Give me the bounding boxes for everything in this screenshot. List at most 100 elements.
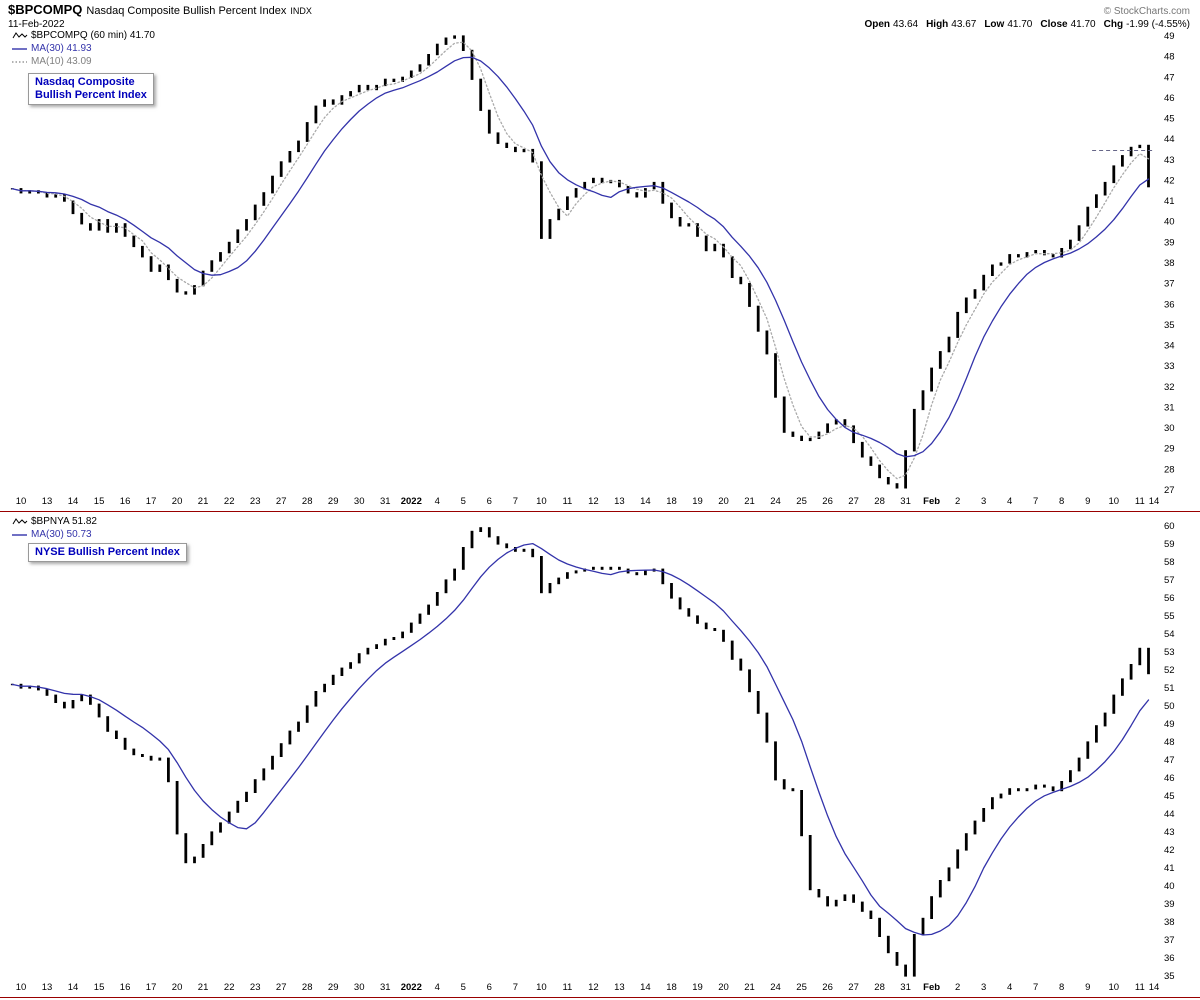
price-bar bbox=[895, 483, 899, 489]
legend-item: MA(10) 43.09 bbox=[12, 55, 155, 68]
y-axis-label: 48 bbox=[1164, 737, 1175, 748]
price-bar bbox=[349, 91, 352, 97]
x-axis-label: 25 bbox=[796, 982, 807, 993]
price-bar bbox=[1008, 788, 1012, 795]
price-bar bbox=[1112, 694, 1116, 714]
price-bar bbox=[930, 367, 933, 392]
y-axis-label: 55 bbox=[1164, 611, 1175, 622]
price-bar bbox=[184, 833, 188, 864]
x-axis-label: 22 bbox=[224, 496, 235, 507]
price-bar bbox=[1095, 725, 1098, 743]
price-bar bbox=[973, 820, 977, 835]
price-bar bbox=[80, 694, 84, 702]
copyright: © StockCharts.com bbox=[1103, 6, 1190, 17]
x-axis-label: 21 bbox=[744, 496, 755, 507]
y-axis-label: 45 bbox=[1164, 114, 1175, 125]
x-axis-label: 7 bbox=[1033, 982, 1038, 993]
y-axis-label: 40 bbox=[1164, 881, 1175, 892]
header-quote-row: 11-Feb-2022 Open 43.64 High 43.67 Low 41.70 Cl… bbox=[8, 18, 1190, 31]
quote-label: Low bbox=[984, 19, 1005, 30]
y-axis-label: 28 bbox=[1164, 464, 1175, 475]
price-bar bbox=[921, 917, 925, 936]
x-axis-label: 28 bbox=[302, 496, 313, 507]
price-bar bbox=[904, 964, 907, 977]
legend-label: $BPCOMPQ (60 min) 41.70 bbox=[31, 30, 155, 41]
x-axis-label: 9 bbox=[1085, 982, 1090, 993]
exchange-label: INDX bbox=[290, 6, 312, 16]
y-axis-label: 46 bbox=[1164, 773, 1175, 784]
price-bar bbox=[409, 622, 413, 633]
x-axis-label: 10 bbox=[536, 982, 547, 993]
price-bar bbox=[418, 64, 422, 72]
price-bar bbox=[1129, 664, 1133, 680]
price-bar bbox=[730, 640, 734, 660]
price-bar bbox=[487, 109, 491, 134]
bpnya-legend: $BPNYA 51.82 MA(30) 50.73 bbox=[12, 515, 97, 541]
price-bar bbox=[288, 730, 292, 745]
x-axis-label: 3 bbox=[981, 982, 986, 993]
y-axis-label: 30 bbox=[1164, 423, 1175, 434]
price-bar bbox=[774, 353, 777, 398]
price-bar bbox=[435, 592, 439, 606]
y-axis-label: 52 bbox=[1164, 665, 1175, 676]
legend-item: MA(30) 50.73 bbox=[12, 528, 97, 541]
x-axis-label: 26 bbox=[822, 982, 833, 993]
x-axis-label: 10 bbox=[1109, 496, 1120, 507]
x-axis-label: 10 bbox=[1109, 982, 1120, 993]
price-bar bbox=[1069, 770, 1072, 783]
price-bar bbox=[80, 212, 84, 225]
price-bar bbox=[210, 260, 214, 272]
price-bar bbox=[505, 543, 509, 549]
price-bar bbox=[722, 243, 725, 258]
y-axis-label: 34 bbox=[1164, 341, 1175, 352]
y-axis-label: 37 bbox=[1164, 279, 1175, 290]
price-bar bbox=[1069, 239, 1072, 250]
price-bar bbox=[479, 78, 483, 111]
price-bar bbox=[626, 186, 630, 194]
x-axis-label: 29 bbox=[328, 496, 339, 507]
price-bar bbox=[418, 613, 422, 624]
price-bar bbox=[1043, 250, 1046, 256]
price-bar bbox=[227, 241, 231, 254]
price-bar bbox=[1095, 194, 1098, 208]
chart-header: $BPCOMPQ Nasdaq Composite Bullish Percent… bbox=[8, 3, 1190, 31]
price-bar bbox=[566, 572, 569, 579]
x-axis-label: 13 bbox=[614, 982, 625, 993]
x-axis-label: 5 bbox=[461, 982, 466, 993]
price-bar bbox=[574, 188, 578, 198]
price-bar bbox=[461, 35, 465, 51]
price-bar bbox=[973, 289, 977, 299]
price-bar bbox=[461, 547, 465, 570]
price-bar bbox=[201, 844, 205, 858]
price-bar bbox=[982, 274, 986, 291]
bpnya-annotation-box: NYSE Bullish Percent Index bbox=[28, 543, 187, 562]
price-bar bbox=[938, 880, 942, 898]
x-axis-label: 14 bbox=[640, 982, 651, 993]
x-axis-label: 22 bbox=[224, 982, 235, 993]
x-axis-label: 21 bbox=[744, 982, 755, 993]
y-axis-label: 53 bbox=[1164, 647, 1175, 658]
price-bar bbox=[912, 408, 916, 452]
price-bar bbox=[678, 597, 682, 610]
price-bar bbox=[548, 219, 552, 239]
price-bar bbox=[869, 910, 873, 919]
price-bar bbox=[470, 49, 474, 80]
price-bar bbox=[912, 934, 916, 977]
ma30-line bbox=[11, 542, 1150, 936]
price-bar bbox=[635, 192, 639, 198]
line-swatch-icon bbox=[12, 48, 27, 50]
price-bar bbox=[106, 716, 110, 732]
price-bar bbox=[1034, 250, 1038, 254]
legend-label: MA(10) 43.09 bbox=[31, 56, 92, 67]
price-bar bbox=[375, 644, 378, 649]
price-bar bbox=[722, 629, 725, 642]
x-axis-label: 2022 bbox=[401, 496, 422, 507]
price-bar bbox=[739, 276, 743, 285]
price-bar bbox=[123, 737, 127, 750]
price-bar bbox=[999, 793, 1003, 799]
price-bar bbox=[201, 270, 205, 287]
price-bar bbox=[314, 691, 318, 707]
x-axis-label: 29 bbox=[328, 982, 339, 993]
y-axis-label: 35 bbox=[1164, 971, 1175, 982]
price-bar bbox=[808, 835, 812, 891]
